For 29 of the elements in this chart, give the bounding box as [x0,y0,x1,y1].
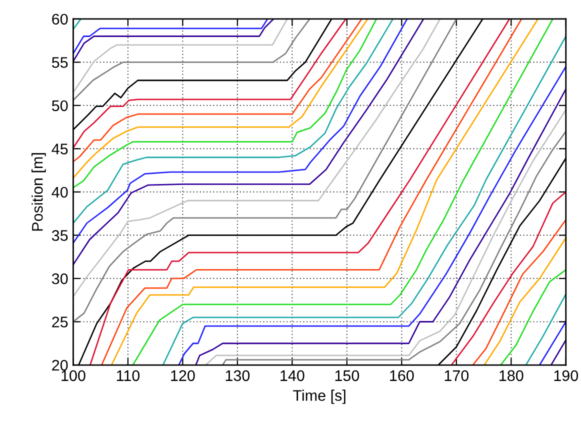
x-tick-label: 150 [335,370,360,382]
line-series [472,218,566,366]
line-series [73,18,310,101]
y-tick-label: 40 [52,186,68,198]
x-tick-label: 120 [171,370,195,382]
line-series [484,237,566,366]
x-tick-label: 140 [280,370,304,382]
line-series [73,18,288,94]
x-tick-label: 160 [390,370,414,382]
y-tick-label: 35 [52,230,68,241]
line-series [73,18,274,62]
y-tick-label: 55 [52,57,68,68]
x-tick-label: 110 [116,370,140,382]
y-tick-label: 25 [52,316,68,328]
line-series [450,191,566,366]
line-series [500,269,566,366]
x-tick-label: 190 [554,370,578,382]
y-tick-label: 60 [52,14,68,25]
x-tick-label: 130 [226,370,250,382]
y-tick-label: 45 [52,144,68,154]
y-tick-label: 50 [52,100,68,112]
y-tick-label: 30 [52,273,68,284]
x-tick-label: 180 [500,370,524,382]
y-axis-title: Position [m] [32,153,46,231]
y-tick-label: 20 [52,360,68,371]
x-axis-title: Time [s] [293,390,346,404]
line-series [73,18,268,54]
x-tick-label: 170 [444,370,469,382]
x-tick-label: 100 [62,370,86,382]
